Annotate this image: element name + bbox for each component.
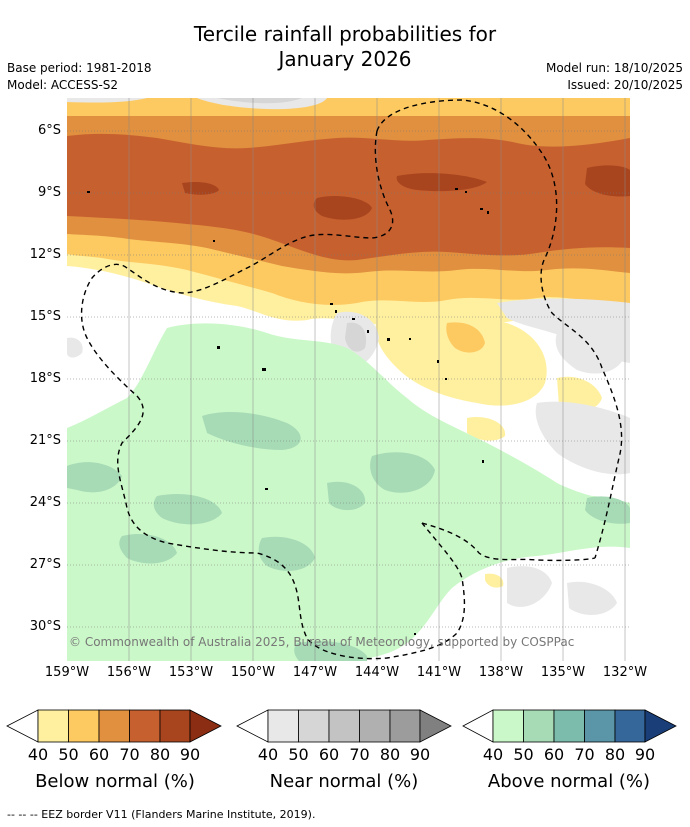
cb-below-tick: 40 <box>23 745 53 764</box>
base-period: Base period: 1981-2018 <box>7 60 152 77</box>
lat-label: 30°S <box>5 619 61 634</box>
cb-near-tick: 70 <box>345 745 375 764</box>
cb-above-tick: 80 <box>600 745 630 764</box>
colorbar-near <box>237 710 451 742</box>
cb-above-tick: 40 <box>478 745 508 764</box>
model-name: Model: ACCESS-S2 <box>7 77 152 94</box>
lon-label: 156°W <box>99 665 159 680</box>
lat-label: 15°S <box>5 309 61 324</box>
lat-label: 21°S <box>5 433 61 448</box>
cb-above-tick: 50 <box>509 745 539 764</box>
cb-below-title: Below normal (%) <box>0 771 230 792</box>
cb-below-arrow-right <box>190 710 221 742</box>
lon-label: 153°W <box>161 665 221 680</box>
cb-below-tick: 80 <box>145 745 175 764</box>
cb-near-arrow-right <box>420 710 451 742</box>
colorbars <box>0 708 690 744</box>
cb-below-swatch <box>69 710 100 742</box>
cb-below-swatch <box>160 710 190 742</box>
lon-label: 135°W <box>533 665 593 680</box>
cb-near-swatch <box>329 710 360 742</box>
cb-near-arrow-left <box>237 710 268 742</box>
lon-label: 144°W <box>347 665 407 680</box>
lat-label: 9°S <box>5 185 61 200</box>
model-run: Model run: 18/10/2025 <box>546 60 683 77</box>
footnote: -- -- -- EEZ border V11 (Flanders Marine… <box>7 808 315 821</box>
cb-below-tick: 90 <box>175 745 205 764</box>
lat-label: 27°S <box>5 557 61 572</box>
cb-near-swatch <box>390 710 420 742</box>
meta-right: Model run: 18/10/2025 Issued: 20/10/2025 <box>546 60 683 94</box>
lat-label: 12°S <box>5 247 61 262</box>
cb-below-tick: 60 <box>84 745 114 764</box>
cb-below-swatch <box>38 710 69 742</box>
lon-label: 150°W <box>223 665 283 680</box>
cb-above-swatch <box>493 710 524 742</box>
cb-above-swatch <box>524 710 555 742</box>
lon-label: 147°W <box>285 665 345 680</box>
cb-below-swatch <box>99 710 130 742</box>
cb-above-tick: 60 <box>539 745 569 764</box>
issued-date: Issued: 20/10/2025 <box>546 77 683 94</box>
cb-near-swatch <box>360 710 391 742</box>
cb-near-tick: 90 <box>405 745 435 764</box>
cb-near-tick: 40 <box>253 745 283 764</box>
colorbar-above <box>463 710 676 742</box>
lat-label: 18°S <box>5 371 61 386</box>
cb-above-title: Above normal (%) <box>454 771 684 792</box>
lat-label: 6°S <box>5 123 61 138</box>
meta-left: Base period: 1981-2018 Model: ACCESS-S2 <box>7 60 152 94</box>
lon-label: 138°W <box>471 665 531 680</box>
cb-near-title: Near normal (%) <box>229 771 459 792</box>
lat-label: 24°S <box>5 495 61 510</box>
cb-near-swatch <box>299 710 330 742</box>
cb-above-tick: 70 <box>570 745 600 764</box>
cb-above-arrow-left <box>463 710 493 742</box>
cb-above-swatch <box>554 710 585 742</box>
cb-above-tick: 90 <box>630 745 660 764</box>
cb-near-tick: 50 <box>284 745 314 764</box>
cb-above-swatch <box>585 710 616 742</box>
cb-below-tick: 50 <box>54 745 84 764</box>
title-line-1: Tercile rainfall probabilities for <box>0 22 690 47</box>
cb-below-arrow-left <box>7 710 38 742</box>
cb-near-tick: 80 <box>375 745 405 764</box>
cb-below-swatch <box>130 710 161 742</box>
lon-label: 141°W <box>409 665 469 680</box>
lon-label: 132°W <box>595 665 655 680</box>
cb-below-tick: 70 <box>115 745 145 764</box>
colorbar-below <box>7 710 221 742</box>
cb-near-tick: 60 <box>314 745 344 764</box>
cb-above-arrow-right <box>645 710 676 742</box>
lon-label: 159°W <box>37 665 97 680</box>
copyright-text: © Commonwealth of Australia 2025, Bureau… <box>69 635 574 649</box>
rainfall-map: © Commonwealth of Australia 2025, Bureau… <box>67 98 630 661</box>
cb-near-swatch <box>268 710 299 742</box>
cb-above-swatch <box>615 710 645 742</box>
